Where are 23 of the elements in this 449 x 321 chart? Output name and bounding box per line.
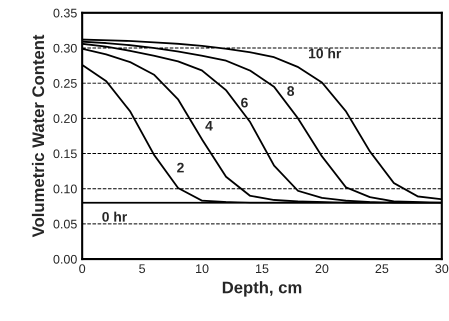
y-tick-label: 0.10	[53, 184, 77, 194]
x-tick-label: 30	[435, 264, 448, 274]
x-tick-label: 0	[79, 264, 86, 274]
x-tick-label: 25	[376, 264, 388, 274]
series-label: 8	[287, 86, 294, 96]
series-label: 4	[205, 120, 213, 131]
series-label: 0 hr	[102, 212, 128, 222]
series-label: 10 hr	[308, 48, 342, 58]
y-tick-label: 0.15	[53, 149, 77, 158]
series-label: 2	[177, 162, 184, 172]
series-label: 6	[241, 98, 248, 108]
x-axis-title: Depth, cm	[222, 281, 302, 297]
x-tick-label: 10	[196, 264, 209, 274]
y-tick-label: 0.20	[53, 114, 77, 124]
x-tick-label: 15	[256, 264, 268, 274]
y-tick-label: 0.25	[53, 78, 77, 88]
y-tick-label: 0.05	[53, 220, 77, 229]
y-tick-label: 0.00	[53, 254, 77, 264]
y-axis-title: Volumetric Water Content	[32, 34, 44, 238]
y-tick-label: 0.35	[53, 8, 77, 18]
x-tick-label: 5	[139, 264, 146, 274]
y-tick-label: 0.30	[53, 44, 77, 53]
x-tick-label: 20	[316, 264, 328, 274]
